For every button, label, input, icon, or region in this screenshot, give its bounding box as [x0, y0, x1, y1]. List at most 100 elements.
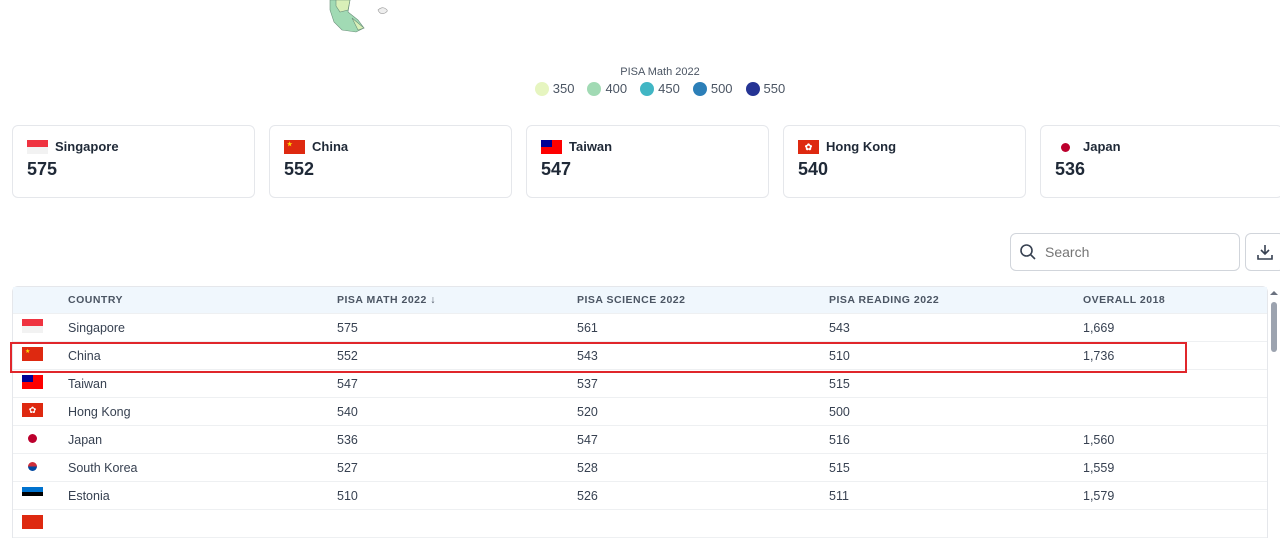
map-legend: PISA Math 2022 350 400 450 500 550: [510, 66, 810, 96]
legend-item[interactable]: 450: [640, 81, 680, 96]
cell-science: 543: [577, 348, 598, 363]
legend-title: PISA Math 2022: [620, 66, 700, 78]
header-country[interactable]: COUNTRY: [68, 294, 124, 306]
cell-math: 575: [337, 320, 358, 335]
card-country: Hong Kong: [826, 139, 897, 154]
cell-country: Estonia: [68, 488, 110, 503]
flag-sg-icon: [22, 319, 43, 333]
table-row[interactable]: South Korea 527 528 515 1,559: [13, 454, 1267, 482]
search-icon: [1020, 244, 1036, 260]
flag-hk-icon: ✿: [22, 403, 43, 417]
cell-reading: 515: [829, 460, 850, 475]
flag-tw-icon: [541, 139, 562, 154]
card-value: 536: [1055, 159, 1086, 179]
cell-science: 520: [577, 404, 598, 419]
table-row[interactable]: Japan 536 547 516 1,560: [13, 426, 1267, 454]
flag-cn-icon: ★: [284, 139, 305, 154]
card-value: 575: [27, 159, 58, 179]
search-input[interactable]: [1045, 244, 1225, 260]
table-row[interactable]: ✿ Hong Kong 540 520 500: [13, 398, 1267, 426]
rankings-table: COUNTRY PISA MATH 2022 ↓ PISA SCIENCE 20…: [12, 286, 1268, 538]
cell-overall: 1,669: [1083, 320, 1115, 335]
cell-country: South Korea: [68, 460, 138, 475]
search-box[interactable]: [1010, 233, 1240, 271]
cell-math: 527: [337, 460, 358, 475]
cell-country: Taiwan: [68, 376, 107, 391]
cell-country: China: [68, 348, 101, 363]
cell-reading: 511: [829, 488, 849, 503]
table-row[interactable]: Estonia 510 526 511 1,579: [13, 482, 1267, 510]
cell-reading: 500: [829, 404, 850, 419]
legend-item[interactable]: 400: [587, 81, 627, 96]
card-country: Singapore: [55, 139, 119, 154]
header-reading[interactable]: PISA READING 2022: [829, 294, 940, 306]
cell-reading: 510: [829, 348, 850, 363]
card-country: Taiwan: [569, 139, 613, 154]
table-row[interactable]: ★ China 552 543 510 1,736: [13, 342, 1267, 370]
country-card[interactable]: ★ China 552: [269, 125, 512, 198]
card-country: China: [312, 139, 349, 154]
scrollbar-thumb[interactable]: [1271, 302, 1277, 352]
cell-reading: 516: [829, 432, 850, 447]
card-value: 540: [798, 159, 829, 179]
cell-math: 540: [337, 404, 358, 419]
legend-item[interactable]: 550: [745, 81, 785, 96]
cell-overall: 1,579: [1083, 488, 1115, 503]
flag-kr-icon: [22, 459, 43, 473]
table-row-partial[interactable]: [13, 510, 1267, 538]
scrollbar[interactable]: [1268, 288, 1280, 520]
legend-label: 500: [710, 81, 733, 96]
country-card[interactable]: Singapore 575: [12, 125, 255, 198]
cell-science: 547: [577, 432, 598, 447]
header-math[interactable]: PISA MATH 2022 ↓: [337, 294, 437, 306]
cell-overall: 1,736: [1083, 348, 1115, 363]
legend-label: 350: [552, 81, 575, 96]
table-header: COUNTRY PISA MATH 2022 ↓ PISA SCIENCE 20…: [13, 287, 1267, 314]
flag-sg-icon: [27, 139, 48, 154]
legend-swatch: [640, 81, 655, 96]
flag-jp-icon: [1055, 139, 1076, 154]
cell-science: 528: [577, 460, 598, 475]
legend-swatch: [534, 81, 549, 96]
legend-item[interactable]: 500: [692, 81, 733, 96]
legend-swatch: [745, 81, 760, 96]
download-icon: [1257, 245, 1273, 260]
table-row[interactable]: Singapore 575 561 543 1,669: [13, 314, 1267, 342]
cell-science: 526: [577, 488, 598, 503]
legend-label: 450: [658, 81, 680, 96]
card-value: 547: [541, 159, 572, 179]
country-card[interactable]: Japan 536: [1040, 125, 1280, 198]
country-card[interactable]: ✿ Hong Kong 540: [783, 125, 1026, 198]
card-value: 552: [284, 159, 315, 179]
country-card[interactable]: Taiwan 547: [526, 125, 769, 198]
cell-math: 510: [337, 488, 358, 503]
flag-partial-icon: [22, 515, 43, 529]
scroll-up-icon[interactable]: [1268, 288, 1280, 298]
flag-jp-icon: [22, 431, 43, 445]
cell-science: 561: [577, 320, 598, 335]
flag-hk-icon: ✿: [798, 139, 819, 154]
header-overall[interactable]: OVERALL 2018: [1083, 294, 1166, 306]
cell-overall: 1,560: [1083, 432, 1115, 447]
flag-ee-icon: [22, 487, 43, 501]
legend-item[interactable]: 350: [534, 81, 575, 96]
flag-tw-icon: [22, 375, 43, 389]
cell-reading: 543: [829, 320, 850, 335]
choropleth-map-fragment[interactable]: [320, 0, 410, 40]
cell-country: Singapore: [68, 320, 125, 335]
cell-math: 547: [337, 376, 358, 391]
header-science[interactable]: PISA SCIENCE 2022: [577, 294, 686, 306]
cell-reading: 515: [829, 376, 850, 391]
cell-country: Hong Kong: [68, 404, 131, 419]
cell-math: 536: [337, 432, 358, 447]
card-country: Japan: [1083, 139, 1121, 154]
legend-swatch: [587, 81, 602, 96]
legend-label: 400: [605, 81, 628, 96]
cell-math: 552: [337, 348, 358, 363]
download-button[interactable]: [1245, 233, 1280, 271]
flag-cn-icon: ★: [22, 347, 43, 361]
cell-science: 537: [577, 376, 598, 391]
table-row[interactable]: Taiwan 547 537 515: [13, 370, 1267, 398]
cell-overall: 1,559: [1083, 460, 1115, 475]
cell-country: Japan: [68, 432, 103, 447]
